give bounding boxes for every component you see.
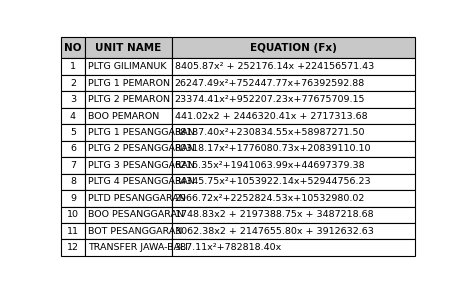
Text: PLTG GILIMANUK: PLTG GILIMANUK	[88, 62, 166, 71]
Bar	[61, 223, 85, 240]
Text: 1: 1	[70, 62, 76, 71]
Text: PLTG 4 PESANGGARAN: PLTG 4 PESANGGARAN	[88, 177, 194, 186]
Text: 38187.40x²+230834.55x+58987271.50: 38187.40x²+230834.55x+58987271.50	[174, 128, 364, 137]
Text: 387.11x²+782818.40x: 387.11x²+782818.40x	[174, 243, 281, 252]
Bar	[171, 141, 414, 157]
Bar	[61, 174, 85, 190]
Text: PLTG 1 PESANGGARAN: PLTG 1 PESANGGARAN	[88, 128, 194, 137]
Text: 8405.87x² + 252176.14x +224156571.43: 8405.87x² + 252176.14x +224156571.43	[174, 62, 373, 71]
Text: 4: 4	[70, 112, 76, 121]
Bar	[171, 157, 414, 174]
Bar	[61, 240, 85, 256]
Bar	[61, 75, 85, 91]
Bar	[61, 58, 85, 75]
Bar	[85, 190, 171, 206]
Text: 6216.35x²+1941063.99x+44697379.38: 6216.35x²+1941063.99x+44697379.38	[174, 161, 364, 170]
Text: PLTG 2 PEMARON: PLTG 2 PEMARON	[88, 95, 169, 104]
Bar	[61, 91, 85, 108]
Text: 2: 2	[70, 79, 76, 88]
Text: 8: 8	[70, 177, 76, 186]
Bar	[85, 124, 171, 141]
Text: 2966.72x²+2252824.53x+10532980.02: 2966.72x²+2252824.53x+10532980.02	[174, 194, 364, 203]
Bar	[85, 223, 171, 240]
Text: BOO PEMARON: BOO PEMARON	[88, 112, 159, 121]
Text: 26247.49x²+752447.77x+76392592.88: 26247.49x²+752447.77x+76392592.88	[174, 79, 364, 88]
Bar	[61, 108, 85, 124]
Bar	[61, 124, 85, 141]
Text: NO: NO	[64, 43, 81, 53]
Text: PLTG 3 PESANGGARAN: PLTG 3 PESANGGARAN	[88, 161, 194, 170]
Bar	[61, 206, 85, 223]
Bar	[171, 240, 414, 256]
Bar	[61, 190, 85, 206]
Text: TRANSFER JAWA-BALI: TRANSFER JAWA-BALI	[88, 243, 188, 252]
Text: BOO PESANGGARAN: BOO PESANGGARAN	[88, 210, 183, 219]
Text: PLTG 2 PESANGGARAN: PLTG 2 PESANGGARAN	[88, 144, 194, 153]
Bar	[171, 190, 414, 206]
Text: 6: 6	[70, 144, 76, 153]
Bar	[171, 223, 414, 240]
Text: 441.02x2 + 2446320.41x + 2717313.68: 441.02x2 + 2446320.41x + 2717313.68	[174, 112, 366, 121]
Bar	[61, 141, 85, 157]
Text: 80318.17x²+1776080.73x+20839110.10: 80318.17x²+1776080.73x+20839110.10	[174, 144, 370, 153]
Text: 3062.38x2 + 2147655.80x + 3912632.63: 3062.38x2 + 2147655.80x + 3912632.63	[174, 227, 373, 236]
Bar	[61, 157, 85, 174]
Bar	[171, 37, 414, 58]
Bar	[171, 124, 414, 141]
Text: UNIT NAME: UNIT NAME	[95, 43, 161, 53]
Bar	[171, 108, 414, 124]
Bar	[171, 75, 414, 91]
Bar	[85, 75, 171, 91]
Bar	[85, 206, 171, 223]
Text: 10: 10	[67, 210, 79, 219]
Text: 11: 11	[67, 227, 79, 236]
Bar	[85, 240, 171, 256]
Text: PLTG 1 PEMARON: PLTG 1 PEMARON	[88, 79, 169, 88]
Bar	[171, 174, 414, 190]
Text: 12: 12	[67, 243, 79, 252]
Bar	[85, 58, 171, 75]
Text: 9: 9	[70, 194, 76, 203]
Bar	[85, 141, 171, 157]
Text: 23374.41x²+952207.23x+77675709.15: 23374.41x²+952207.23x+77675709.15	[174, 95, 364, 104]
Text: 1748.83x2 + 2197388.75x + 3487218.68: 1748.83x2 + 2197388.75x + 3487218.68	[174, 210, 372, 219]
Bar	[171, 206, 414, 223]
Bar	[85, 174, 171, 190]
Bar	[171, 91, 414, 108]
Bar	[85, 91, 171, 108]
Bar	[85, 157, 171, 174]
Bar	[61, 37, 85, 58]
Text: PLTD PESANGGARAN: PLTD PESANGGARAN	[88, 194, 185, 203]
Text: 5: 5	[70, 128, 76, 137]
Bar	[85, 108, 171, 124]
Bar	[171, 58, 414, 75]
Text: EQUATION (Fx): EQUATION (Fx)	[249, 43, 336, 53]
Bar	[85, 37, 171, 58]
Text: 34345.75x²+1053922.14x+52944756.23: 34345.75x²+1053922.14x+52944756.23	[174, 177, 370, 186]
Text: BOT PESANGGARAN: BOT PESANGGARAN	[88, 227, 182, 236]
Text: 7: 7	[70, 161, 76, 170]
Text: 3: 3	[70, 95, 76, 104]
